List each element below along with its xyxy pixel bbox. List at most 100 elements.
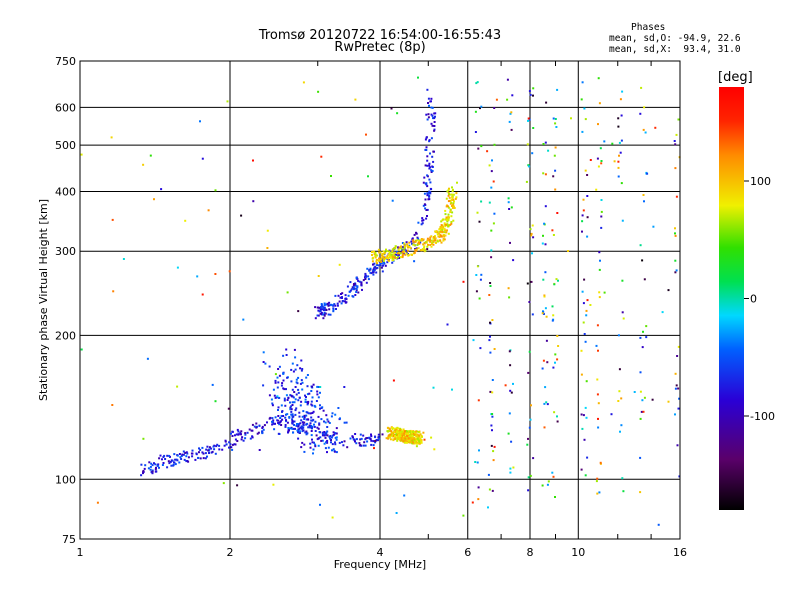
scatter-point xyxy=(617,160,620,163)
scatter-point xyxy=(413,244,416,247)
scatter-point xyxy=(452,203,455,206)
scatter-point xyxy=(471,501,474,504)
scatter-point xyxy=(508,120,511,123)
scatter-point xyxy=(545,101,548,104)
scatter-point xyxy=(448,193,450,196)
scatter-point xyxy=(452,219,455,222)
scatter-point xyxy=(328,308,331,311)
scatter-point xyxy=(554,122,557,125)
scatter-point xyxy=(312,452,314,455)
scatter-point xyxy=(297,431,300,433)
scatter-point xyxy=(320,418,323,421)
scatter-point xyxy=(330,439,332,441)
scatter-point xyxy=(429,166,432,169)
scatter-point xyxy=(319,391,321,394)
scatter-point xyxy=(276,386,279,389)
scatter-point xyxy=(530,232,533,235)
scatter-point xyxy=(206,455,208,458)
scatter-point xyxy=(168,454,171,457)
scatter-point xyxy=(291,427,294,430)
scatter-point xyxy=(317,427,320,430)
scatter-point xyxy=(477,486,480,489)
scatter-point xyxy=(529,93,532,96)
scatter-point xyxy=(283,388,286,391)
scatter-point xyxy=(600,215,603,218)
scatter-point xyxy=(439,234,442,237)
scatter-point xyxy=(244,432,247,435)
scatter-point xyxy=(639,371,642,374)
scatter-point xyxy=(422,181,425,184)
scatter-point xyxy=(416,437,419,440)
scatter-point xyxy=(586,456,589,459)
scatter-point xyxy=(399,437,402,439)
scatter-point xyxy=(299,404,302,407)
scatter-point xyxy=(434,235,436,238)
scatter-point xyxy=(508,412,511,415)
scatter-point xyxy=(332,448,335,451)
scatter-point xyxy=(597,123,599,126)
scatter-point xyxy=(451,186,453,189)
scatter-point xyxy=(286,376,289,379)
colorbar-ticks: 100 0 -100 xyxy=(744,175,775,423)
scatter-point xyxy=(619,151,622,154)
scatter-point xyxy=(386,258,389,261)
scatter-point xyxy=(319,404,321,407)
scatter-point xyxy=(278,374,281,377)
scatter-point xyxy=(388,250,391,253)
scatter-point xyxy=(343,421,346,424)
scatter-point xyxy=(597,165,600,168)
scatter-point xyxy=(339,417,341,420)
scatter-point xyxy=(452,188,454,191)
scatter-point xyxy=(620,114,623,117)
scatter-point xyxy=(204,452,207,455)
scatter-point xyxy=(420,249,423,252)
scatter-point xyxy=(311,412,314,414)
scatter-point xyxy=(620,182,623,185)
scatter-point xyxy=(446,223,449,226)
scatter-point xyxy=(372,440,375,443)
scatter-point xyxy=(206,445,209,448)
scatter-point xyxy=(268,417,271,420)
scatter-point xyxy=(366,267,369,270)
scatter-point xyxy=(492,450,495,453)
scatter-point xyxy=(317,386,320,388)
scatter-point xyxy=(639,417,642,420)
scatter-point xyxy=(364,274,367,277)
scatter-point xyxy=(394,255,396,258)
scatter-point xyxy=(645,336,648,339)
scatter-point xyxy=(420,223,423,226)
scatter-point xyxy=(427,243,429,246)
scatter-point xyxy=(444,234,447,237)
scatter-point xyxy=(277,381,280,384)
scatter-point xyxy=(426,185,429,188)
scatter-point xyxy=(176,385,179,388)
scatter-point xyxy=(122,258,125,260)
scatter-point xyxy=(439,231,442,234)
scatter-point xyxy=(372,263,374,266)
scatter-point xyxy=(428,164,431,167)
scatter-point xyxy=(296,423,298,425)
scatter-point xyxy=(226,100,229,103)
scatter-point xyxy=(394,431,397,433)
scatter-point xyxy=(489,285,492,287)
scatter-point xyxy=(394,429,397,432)
scatter-point xyxy=(285,348,288,351)
scatter-point xyxy=(296,429,299,432)
scatter-point xyxy=(155,470,158,473)
scatter-point xyxy=(397,255,400,257)
scatter-point xyxy=(302,426,305,429)
scatter-point xyxy=(492,459,495,462)
scatter-point xyxy=(531,152,534,155)
scatter-point xyxy=(304,431,307,434)
scatter-point xyxy=(378,264,381,267)
scatter-point xyxy=(322,409,325,412)
scatter-point xyxy=(208,446,211,449)
scatter-point xyxy=(326,303,329,306)
scatter-point xyxy=(674,259,677,262)
scatter-point xyxy=(325,431,328,434)
scatter-point xyxy=(586,235,589,238)
scatter-point xyxy=(639,491,642,494)
scatter-point xyxy=(306,403,309,406)
scatter-point xyxy=(570,117,572,120)
scatter-point xyxy=(400,247,403,250)
